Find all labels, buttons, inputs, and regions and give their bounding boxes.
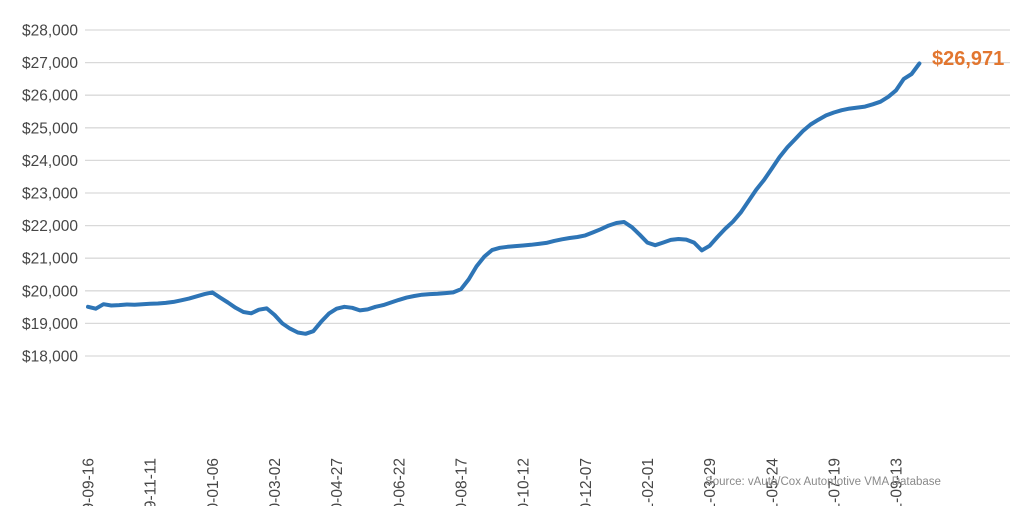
x-tick-label: 2020-12-07 [578, 458, 595, 506]
gridline-group [85, 29, 1010, 357]
x-tick-label: 2019-09-16 [81, 458, 98, 506]
y-tick-label: $24,000 [22, 153, 78, 170]
y-tick-label: $27,000 [22, 55, 78, 72]
y-tick-label: $21,000 [22, 251, 78, 268]
price-line-layer [86, 61, 922, 336]
y-tick-label: $28,000 [22, 23, 78, 40]
y-tick-label: $23,000 [22, 186, 78, 203]
y-tick-label: $26,000 [22, 88, 78, 105]
y-axis-labels: $28,000 $27,000 $26,000 $25,000 $24,000 $23,0… [22, 23, 78, 366]
y-tick-label: $19,000 [22, 316, 78, 333]
x-tick-label: 2019-11-11 [143, 458, 160, 506]
price-line [86, 61, 922, 336]
source-note: Source: vAuto/Cox Automotive VMA Databas… [705, 476, 941, 488]
x-tick-label: 2020-03-02 [267, 458, 284, 506]
y-tick-label: $18,000 [22, 349, 78, 366]
y-tick-label: $25,000 [22, 120, 78, 137]
y-tick-label: $22,000 [22, 218, 78, 235]
final-value-label: $26,971 [932, 48, 1005, 70]
x-axis-labels: 2019-09-16 2019-11-11 2020-01-06 2020-03-02… [81, 458, 906, 506]
x-tick-label: 2021-03-29 [702, 458, 719, 506]
x-tick-label: 2020-04-27 [329, 458, 346, 506]
x-tick-label: 2021-05-24 [764, 458, 781, 506]
x-tick-label: 2020-08-17 [453, 458, 470, 506]
x-tick-label: 2021-02-01 [640, 458, 657, 506]
y-tick-label: $20,000 [22, 283, 78, 300]
x-tick-label: 2021-09-13 [889, 458, 906, 506]
x-tick-label: 2020-06-22 [391, 458, 408, 506]
x-tick-label: 2021-07-19 [826, 458, 843, 506]
x-tick-label: 2020-10-12 [516, 458, 533, 506]
x-tick-label: 2020-01-06 [205, 458, 222, 506]
